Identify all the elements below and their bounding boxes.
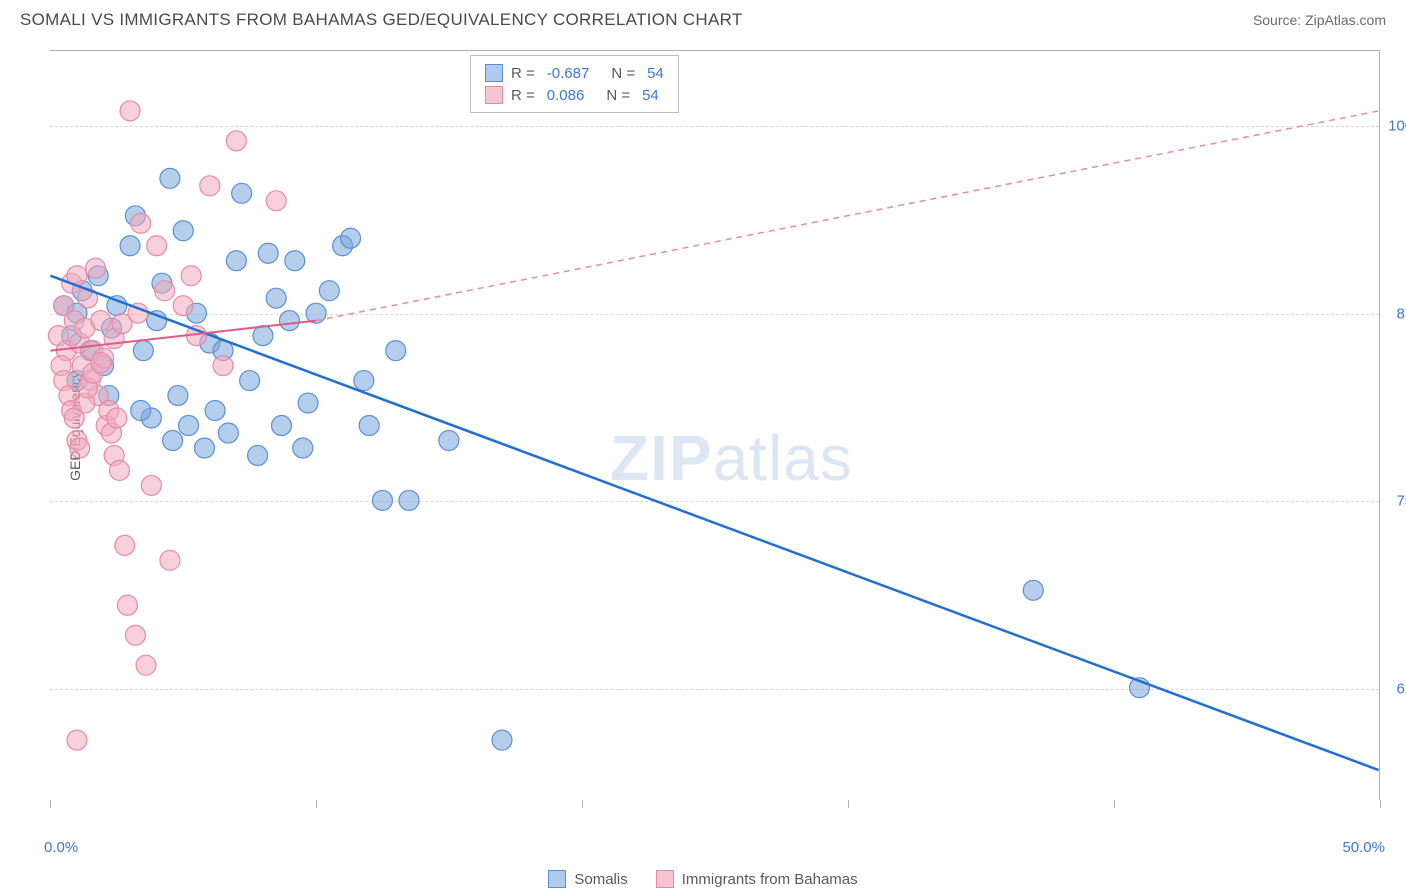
data-point <box>298 393 318 413</box>
data-point <box>258 243 278 263</box>
data-point <box>279 311 299 331</box>
data-point <box>147 236 167 256</box>
x-min-label: 0.0% <box>44 839 78 856</box>
data-point <box>354 371 374 391</box>
data-point <box>272 416 292 436</box>
data-point <box>120 236 140 256</box>
data-point <box>136 655 156 675</box>
data-point <box>173 221 193 241</box>
data-point <box>240 371 260 391</box>
data-point <box>492 730 512 750</box>
legend-swatch <box>485 64 503 82</box>
trend-line <box>50 276 1378 770</box>
data-point <box>285 251 305 271</box>
data-point <box>213 356 233 376</box>
data-point <box>131 401 151 421</box>
data-point <box>248 445 268 465</box>
data-point <box>67 730 87 750</box>
r-label: R = <box>511 87 535 104</box>
chart-area: GED/Equivalency 62.5%75.0%87.5%100.0% ZI… <box>50 50 1380 800</box>
n-label: N = <box>611 65 635 82</box>
data-point <box>115 535 135 555</box>
r-value: -0.687 <box>547 65 590 82</box>
data-point <box>194 438 214 458</box>
x-tick <box>316 800 317 808</box>
data-point <box>266 288 286 308</box>
data-point <box>226 131 246 151</box>
trend-line <box>316 111 1379 321</box>
series-legend-item: Somalis <box>548 870 627 888</box>
data-point <box>200 176 220 196</box>
data-point <box>266 191 286 211</box>
data-point <box>173 296 193 316</box>
data-point <box>439 430 459 450</box>
series-legend-label: Somalis <box>574 871 627 888</box>
data-point <box>131 213 151 233</box>
data-point <box>168 386 188 406</box>
data-point <box>205 401 225 421</box>
data-point <box>70 438 90 458</box>
data-point <box>181 266 201 286</box>
data-point <box>141 475 161 495</box>
r-label: R = <box>511 65 535 82</box>
data-point <box>160 168 180 188</box>
x-max-label: 50.0% <box>1342 839 1385 856</box>
data-point <box>218 423 238 443</box>
n-value: 54 <box>642 87 659 104</box>
data-point <box>155 281 175 301</box>
data-point <box>107 408 127 428</box>
data-point <box>319 281 339 301</box>
data-point <box>341 228 361 248</box>
data-point <box>160 550 180 570</box>
stats-legend-row: R = 0.086 N = 54 <box>485 84 664 106</box>
data-point <box>253 326 273 346</box>
data-point <box>109 460 129 480</box>
data-point <box>163 430 183 450</box>
series-legend: Somalis Immigrants from Bahamas <box>0 870 1406 888</box>
data-point <box>117 595 137 615</box>
data-point <box>91 311 111 331</box>
data-point <box>1023 580 1043 600</box>
scatter-plot-svg <box>50 51 1379 800</box>
y-tick-label: 75.0% <box>1384 493 1406 510</box>
legend-swatch <box>485 86 503 104</box>
x-tick <box>1114 800 1115 808</box>
legend-swatch <box>656 870 674 888</box>
stats-legend-row: R = -0.687 N = 54 <box>485 62 664 84</box>
data-point <box>293 438 313 458</box>
r-value: 0.086 <box>547 87 585 104</box>
data-point <box>91 353 111 373</box>
y-tick-label: 62.5% <box>1384 680 1406 697</box>
series-legend-label: Immigrants from Bahamas <box>682 871 858 888</box>
data-point <box>359 416 379 436</box>
data-point <box>399 490 419 510</box>
y-tick-label: 87.5% <box>1384 305 1406 322</box>
data-point <box>120 101 140 121</box>
data-point <box>86 258 106 278</box>
legend-swatch <box>548 870 566 888</box>
data-point <box>232 183 252 203</box>
data-point <box>133 341 153 361</box>
stats-legend: R = -0.687 N = 54 R = 0.086 N = 54 <box>470 55 679 113</box>
n-value: 54 <box>647 65 664 82</box>
x-tick <box>50 800 51 808</box>
x-tick <box>582 800 583 808</box>
series-legend-item: Immigrants from Bahamas <box>656 870 858 888</box>
x-tick <box>848 800 849 808</box>
data-point <box>179 416 199 436</box>
source-label: Source: ZipAtlas.com <box>1253 12 1386 28</box>
chart-header: SOMALI VS IMMIGRANTS FROM BAHAMAS GED/EQ… <box>0 0 1406 38</box>
x-tick <box>1380 800 1381 808</box>
data-point <box>125 625 145 645</box>
y-tick-label: 100.0% <box>1384 118 1406 135</box>
data-point <box>386 341 406 361</box>
data-point <box>372 490 392 510</box>
data-point <box>226 251 246 271</box>
n-label: N = <box>606 87 630 104</box>
chart-title: SOMALI VS IMMIGRANTS FROM BAHAMAS GED/EQ… <box>20 10 743 30</box>
